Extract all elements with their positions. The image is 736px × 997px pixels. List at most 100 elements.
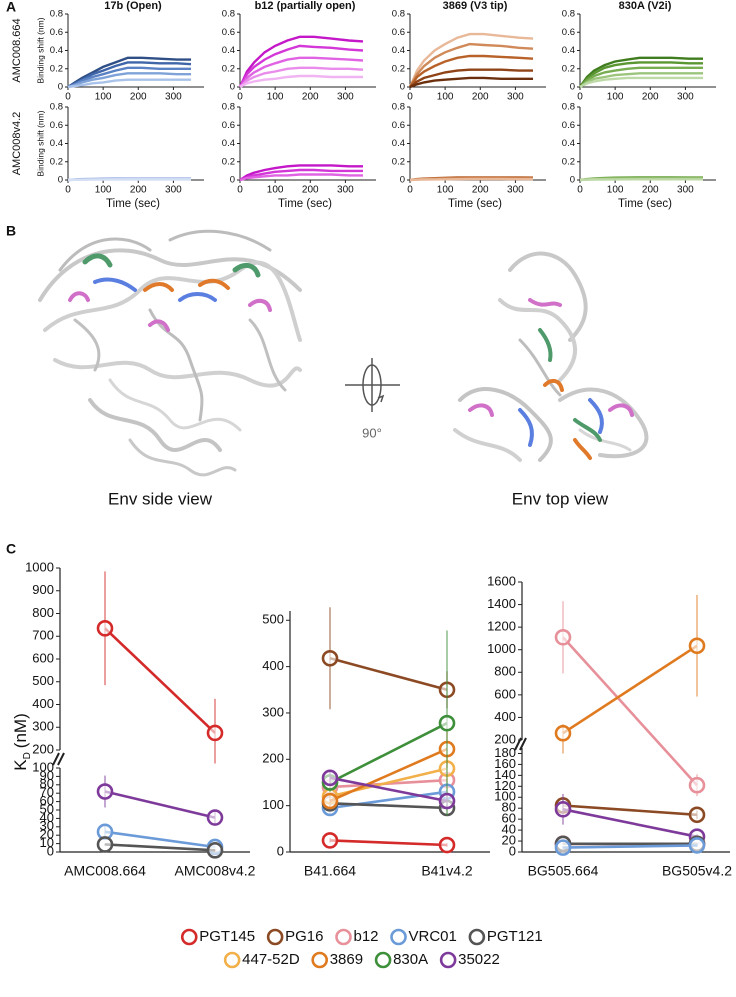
y-tick-label: 30 [40, 818, 54, 833]
y-tick-label: 200 [262, 751, 284, 766]
sensorgram-line [409, 76, 533, 89]
x-tick-label: 300 [165, 92, 182, 103]
x-tick-label: 0 [237, 92, 243, 103]
y-tick-label: 0.8 [50, 9, 63, 20]
x-tick-label: 100 [95, 92, 112, 103]
legend-label: PG16 [285, 928, 323, 945]
y-tick-label: 200 [32, 741, 54, 756]
series-line [562, 808, 698, 838]
y-tick-label: 0 [58, 175, 63, 186]
y-tick-label: 700 [32, 628, 54, 643]
y-tick-label: 400 [494, 709, 516, 724]
y-tick-label: 0.2 [392, 63, 405, 74]
y-tick-label: 10 [40, 835, 54, 850]
x-tick-label: 300 [677, 92, 694, 103]
series-line [562, 636, 698, 787]
data-point [96, 836, 114, 853]
series-line [329, 839, 448, 847]
series-line [329, 657, 448, 692]
y-tick-label: 500 [262, 612, 284, 627]
data-point [438, 836, 456, 854]
y-tick-label: 0.4 [50, 138, 63, 149]
y-tick-label: 0.2 [222, 156, 235, 167]
legend-label: VRC01 [409, 928, 457, 945]
series-line [562, 844, 698, 849]
y-tick-label: 300 [32, 719, 54, 734]
y-tick-label: 60 [502, 811, 516, 826]
y-tick-label: 50 [40, 801, 54, 816]
y-axis-label-unit: (nM) [11, 713, 30, 748]
data-point [438, 792, 456, 810]
y-tick-label: 0 [277, 843, 284, 858]
y-tick-label: 0.6 [392, 27, 405, 38]
legend-marker [439, 951, 457, 969]
y-tick-label: 0.4 [562, 138, 575, 149]
sensorgram-line [238, 35, 364, 88]
data-point [554, 801, 572, 818]
legend-label: 35022 [458, 951, 500, 968]
x-axis-label: Time (sec) [278, 198, 332, 210]
y-tick-label: 0 [570, 175, 575, 186]
chart-title: 17b (Open) [104, 0, 162, 12]
data-point [321, 649, 339, 667]
y-axis-label-sub: D [22, 752, 33, 759]
y-tick-label: 80 [502, 800, 516, 815]
env-top-structure [453, 251, 649, 462]
legend-marker [468, 928, 486, 946]
sensorgram-line [409, 68, 533, 88]
y-tick-label: 1000 [487, 641, 516, 656]
x-tick-label: 0 [577, 185, 583, 196]
y-tick-label: 20 [40, 827, 54, 842]
structure-label: Env side view [108, 489, 213, 508]
data-point [438, 714, 456, 732]
x-tick-label: 200 [302, 92, 319, 103]
structure-label: Env top view [512, 489, 609, 508]
sensorgram-line [409, 54, 534, 88]
legend-marker [223, 951, 241, 969]
legend-label: PGT145 [199, 928, 255, 945]
y-tick-label: 100 [494, 789, 516, 804]
data-point [688, 776, 706, 794]
legend-row: 447-52D 3869 830A 35022 [223, 951, 500, 969]
x-tick-label: BG505v4.2 [662, 863, 732, 879]
row-label: AMC008v4.2 [11, 112, 23, 176]
data-point [688, 637, 706, 655]
y-tick-label: 0 [400, 175, 405, 186]
x-tick-label: 100 [267, 92, 284, 103]
sensorgram-line [579, 72, 703, 89]
series-line [104, 790, 216, 819]
y-tick-label: 90 [40, 768, 54, 783]
sensorgram-line [67, 178, 191, 182]
x-tick-label: 200 [302, 185, 319, 196]
y-tick-label: 0.4 [222, 138, 235, 149]
y-tick-label: 800 [494, 664, 516, 679]
panel-label: B [6, 223, 16, 239]
data-point [206, 842, 224, 859]
y-tick-label: 600 [494, 686, 516, 701]
y-tick-label: 140 [494, 767, 516, 782]
axis-break [514, 737, 527, 751]
sensorgram-line [67, 56, 191, 89]
series-line [329, 747, 448, 803]
y-tick-label: 0.8 [392, 9, 405, 20]
x-tick-label: 100 [95, 185, 112, 196]
y-tick-label: 0.4 [50, 45, 63, 56]
x-tick-label: 300 [337, 92, 354, 103]
data-point [321, 769, 339, 787]
x-tick-label: 0 [577, 92, 583, 103]
x-tick-label: 300 [337, 185, 354, 196]
y-tick-label: 0 [47, 843, 54, 858]
x-tick-label: B41v4.2 [421, 863, 473, 879]
x-tick-label: AMC008v4.2 [175, 863, 256, 879]
sensorgram-line [579, 61, 703, 88]
y-tick-label: 40 [40, 810, 54, 825]
env-side-structure [38, 229, 302, 477]
y-tick-label: 0.8 [562, 102, 575, 113]
legend-label: 830A [393, 951, 428, 968]
sensorgram-line [67, 78, 191, 89]
series-line [104, 843, 216, 852]
x-tick-label: 300 [507, 185, 524, 196]
y-tick-label: 0.4 [392, 138, 405, 149]
row-label: AMC008.664 [11, 18, 23, 82]
